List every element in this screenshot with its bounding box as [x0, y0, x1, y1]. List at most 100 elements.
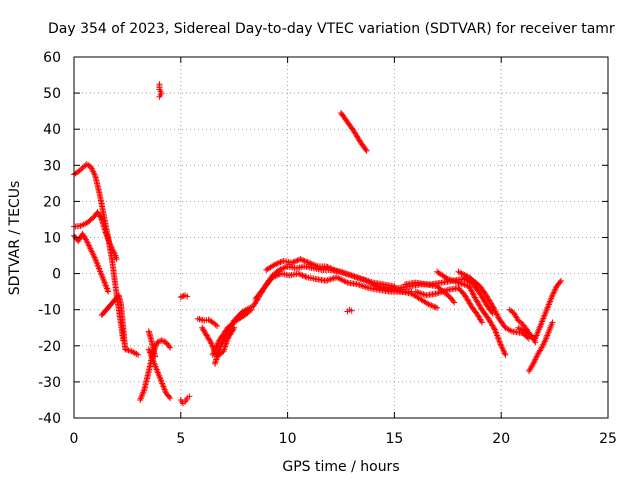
y-tick-label: 0 — [52, 267, 61, 283]
data-point-run — [80, 162, 89, 170]
data-point-run — [477, 291, 489, 306]
data-point-run — [123, 346, 134, 354]
data-point-run — [516, 318, 525, 326]
data-point-run — [324, 274, 339, 284]
data-point-run — [523, 329, 533, 338]
data-point — [271, 261, 278, 268]
y-tick-label: 30 — [43, 158, 61, 174]
data-point — [105, 288, 112, 295]
data-point-run — [79, 220, 89, 229]
data-point — [207, 339, 214, 346]
data-point-run — [72, 169, 80, 177]
data-point-run — [466, 284, 478, 301]
data-point — [231, 324, 238, 331]
y-tick-label: 10 — [43, 231, 61, 247]
data-point-run — [84, 239, 94, 252]
data-point — [177, 294, 184, 301]
data-point — [276, 266, 283, 273]
data-point-run — [532, 326, 543, 341]
data-point-run — [210, 338, 222, 357]
data-point — [434, 304, 441, 311]
data-point-run — [216, 333, 229, 351]
data-point-run — [345, 120, 356, 133]
series-arc-19 — [387, 285, 441, 311]
series-arc-22 — [434, 268, 509, 358]
data-point-run — [479, 307, 491, 321]
data-point-run — [253, 286, 267, 301]
data-point-run — [76, 166, 85, 174]
data-point-run — [273, 258, 285, 267]
series-arc-24 — [461, 274, 496, 317]
data-point-run — [351, 129, 363, 144]
data-point-run — [335, 274, 349, 285]
data-point — [154, 339, 161, 346]
data-point-run — [92, 174, 103, 196]
data-point-run — [550, 284, 560, 297]
x-tick-label: 5 — [176, 431, 185, 447]
data-point-run — [262, 275, 275, 290]
y-tick-label: -40 — [38, 411, 61, 427]
data-point-run — [109, 261, 120, 297]
series-arc-25 — [506, 277, 565, 342]
data-point-run — [467, 275, 482, 289]
data-point — [288, 259, 295, 266]
data-point — [489, 310, 496, 317]
data-point — [466, 283, 473, 290]
data-point-run — [101, 279, 111, 294]
data-point-run — [541, 304, 551, 319]
data-point-run — [545, 293, 555, 308]
data-point-run — [409, 291, 422, 301]
x-tick-label: 10 — [279, 431, 297, 447]
data-point-run — [358, 140, 369, 153]
data-point-run — [150, 358, 160, 373]
data-point-run — [448, 295, 457, 305]
series-arc-26 — [525, 319, 556, 375]
data-point-run — [535, 346, 544, 357]
data-point-run — [80, 232, 89, 243]
data-point-run — [103, 232, 113, 247]
data-point — [156, 93, 163, 100]
data-point — [167, 395, 174, 402]
data-point-run — [496, 317, 508, 330]
y-tick-label: 50 — [43, 86, 61, 102]
series-arc-4 — [98, 292, 142, 358]
data-point-run — [95, 210, 104, 222]
data-point-run — [343, 271, 358, 280]
data-point-run — [528, 333, 538, 344]
data-point-run — [537, 315, 547, 330]
data-point — [152, 353, 159, 360]
data-point-run — [435, 287, 450, 296]
data-point — [502, 351, 509, 358]
data-point — [186, 393, 193, 400]
data-point-run — [463, 275, 476, 287]
data-point-run — [130, 349, 140, 357]
data-point-run — [324, 263, 337, 273]
series-arc-6 — [145, 346, 174, 402]
data-point-run — [516, 325, 527, 334]
data-point-run — [338, 111, 350, 124]
data-point — [269, 274, 276, 281]
data-point-run — [118, 302, 129, 351]
data-point-run — [484, 302, 495, 316]
data-point-run — [154, 369, 164, 384]
data-point-run — [156, 82, 163, 91]
data-point-run — [504, 325, 514, 334]
y-tick-label: 60 — [43, 50, 61, 66]
data-point-run — [88, 165, 98, 178]
data-point-run — [196, 316, 206, 324]
data-point — [425, 301, 432, 308]
data-point — [184, 293, 191, 300]
data-point — [216, 346, 223, 353]
data-point-run — [155, 337, 164, 345]
data-point-run — [223, 318, 237, 337]
data-point-run — [163, 391, 173, 400]
data-point-run — [277, 263, 290, 273]
data-point-run — [97, 268, 107, 283]
y-tick-label: -10 — [38, 303, 61, 319]
data-point — [113, 256, 120, 263]
data-point-run — [333, 267, 347, 277]
series-arc-3 — [71, 230, 112, 295]
data-point-run — [307, 260, 320, 269]
